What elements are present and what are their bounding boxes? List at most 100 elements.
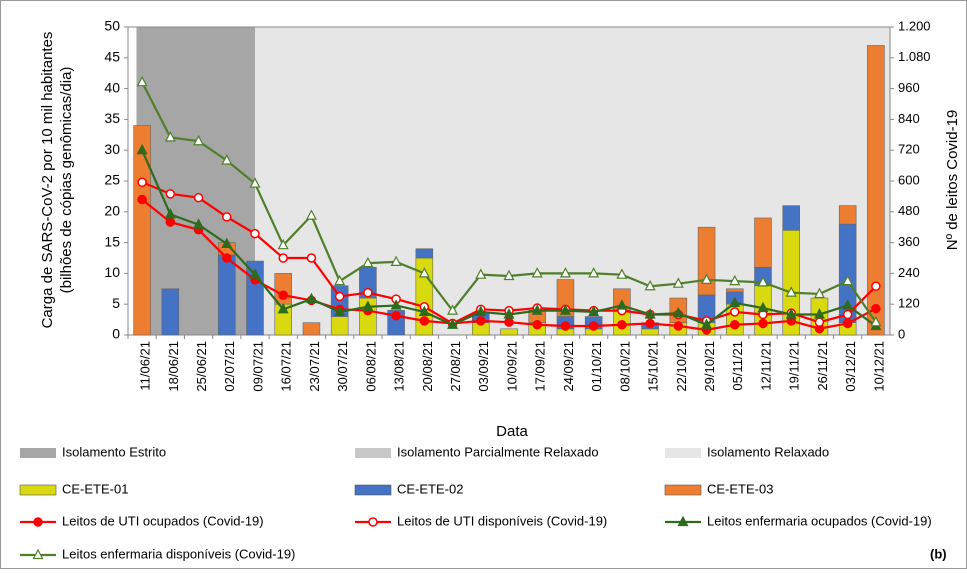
line-marker xyxy=(503,308,515,319)
line-marker xyxy=(729,274,741,286)
line-marker xyxy=(193,218,205,229)
x-tick-label: 12/11/21 xyxy=(758,341,773,391)
y2-tick-label: 960 xyxy=(898,80,920,95)
bar xyxy=(726,288,744,293)
x-tick-label: 15/10/21 xyxy=(646,341,661,392)
legend-label: Leitos de UTI disponíveis (Covid-19) xyxy=(397,513,607,528)
line-marker xyxy=(277,303,289,314)
x-tick-label: 11/06/21 xyxy=(138,341,153,391)
legend-label: Leitos enfermaria ocupados (Covid-19) xyxy=(707,513,932,528)
y2-tick-label: 1.080 xyxy=(898,49,931,64)
line-marker xyxy=(842,274,854,286)
line-marker xyxy=(222,253,232,263)
line-marker xyxy=(617,319,627,330)
y-tick-label: 40 xyxy=(104,79,120,95)
bar xyxy=(330,316,349,336)
line-marker xyxy=(165,217,176,227)
line-marker xyxy=(870,315,882,327)
line-marker xyxy=(672,306,684,318)
x-tick-label: 20/08/21 xyxy=(420,341,435,392)
x-tick-label: 09/07/21 xyxy=(250,341,265,392)
x-tick-label: 10/09/21 xyxy=(504,341,519,392)
legend-label: Leitos de UTI ocupados (Covid-19) xyxy=(62,513,264,528)
y-tick-label: 10 xyxy=(104,264,120,280)
line-marker xyxy=(193,134,205,146)
x-tick-label: 25/06/21 xyxy=(194,341,209,392)
bar xyxy=(359,266,377,299)
bar xyxy=(415,248,434,259)
legend-swatch xyxy=(354,484,392,496)
line-marker xyxy=(249,268,261,279)
line-marker xyxy=(475,305,487,316)
line-marker xyxy=(363,287,373,298)
line-marker xyxy=(250,228,260,239)
line-marker xyxy=(757,301,769,313)
y-tick-label: 50 xyxy=(104,18,120,34)
line-marker xyxy=(532,319,542,330)
line-marker xyxy=(814,317,825,327)
x-tick-label: 03/09/21 xyxy=(476,341,491,392)
y-tick-label: 15 xyxy=(104,233,120,249)
line-marker xyxy=(531,304,543,315)
legend-swatch xyxy=(19,484,57,496)
line-marker xyxy=(362,256,374,268)
y2-tick-label: 360 xyxy=(898,234,920,249)
x-tick-label: 29/10/21 xyxy=(702,341,717,392)
line-marker xyxy=(559,267,571,278)
legend-item: Leitos de UTI ocupados (Covid-19) xyxy=(20,513,264,528)
legend-label: Isolamento Estrito xyxy=(62,444,166,459)
line-marker xyxy=(193,192,204,203)
line-marker xyxy=(701,273,713,284)
legend-item: CE-ETE-01 xyxy=(19,481,128,496)
legend-label: CE-ETE-01 xyxy=(62,481,128,496)
legend-item: Leitos de UTI disponíveis (Covid-19) xyxy=(355,513,607,528)
x-axis-title: Data xyxy=(496,423,528,440)
bar xyxy=(500,328,518,336)
line-marker xyxy=(136,75,148,87)
line-marker xyxy=(644,308,656,319)
line-marker xyxy=(842,309,853,320)
period-shade xyxy=(136,27,255,335)
line-marker xyxy=(729,296,741,308)
y2-tick-label: 0 xyxy=(898,326,905,341)
x-tick-label: 26/11/21 xyxy=(815,341,830,391)
line-marker xyxy=(164,131,176,142)
line-marker xyxy=(306,253,317,263)
legend-swatch xyxy=(20,448,56,458)
bar xyxy=(641,328,659,336)
legend-item: Isolamento Estrito xyxy=(20,444,166,459)
line-marker xyxy=(137,194,147,205)
line-marker xyxy=(390,255,402,266)
x-tick-label: 01/10/21 xyxy=(589,341,604,392)
line-marker xyxy=(757,276,769,287)
line-marker xyxy=(362,300,374,311)
line-marker xyxy=(277,238,289,250)
line-marker xyxy=(164,208,176,219)
x-tick-label: 02/07/21 xyxy=(222,341,237,392)
line-marker xyxy=(32,548,44,560)
x-tick-label: 16/07/21 xyxy=(279,341,294,392)
x-tick-label: 17/09/21 xyxy=(533,341,548,392)
legend-label: Leitos enfermaria disponíveis (Covid-19) xyxy=(62,546,295,561)
line-marker xyxy=(33,517,43,527)
legend-swatch xyxy=(664,484,702,496)
line-marker xyxy=(334,291,345,302)
line-marker xyxy=(588,267,600,278)
line-marker xyxy=(390,299,402,310)
line-marker xyxy=(785,308,797,319)
y2-axis-title: Nº de leitos Covid-19 xyxy=(944,110,961,251)
line-marker xyxy=(730,307,740,317)
y-axis-title: (bilhões de cópias genômicas/dia) xyxy=(58,67,75,294)
y-axis-title: Carga de SARS-CoV-2 por 10 mil habitante… xyxy=(39,32,56,329)
y-tick-label: 0 xyxy=(112,326,120,342)
line-marker xyxy=(368,517,378,527)
legend-swatch xyxy=(355,448,391,458)
line-marker xyxy=(813,308,825,319)
x-tick-label: 18/06/21 xyxy=(166,341,181,392)
panel-label: (b) xyxy=(930,546,947,561)
line-marker xyxy=(418,267,430,278)
line-marker xyxy=(701,318,713,329)
line-marker xyxy=(559,304,571,315)
line-marker xyxy=(222,212,232,222)
